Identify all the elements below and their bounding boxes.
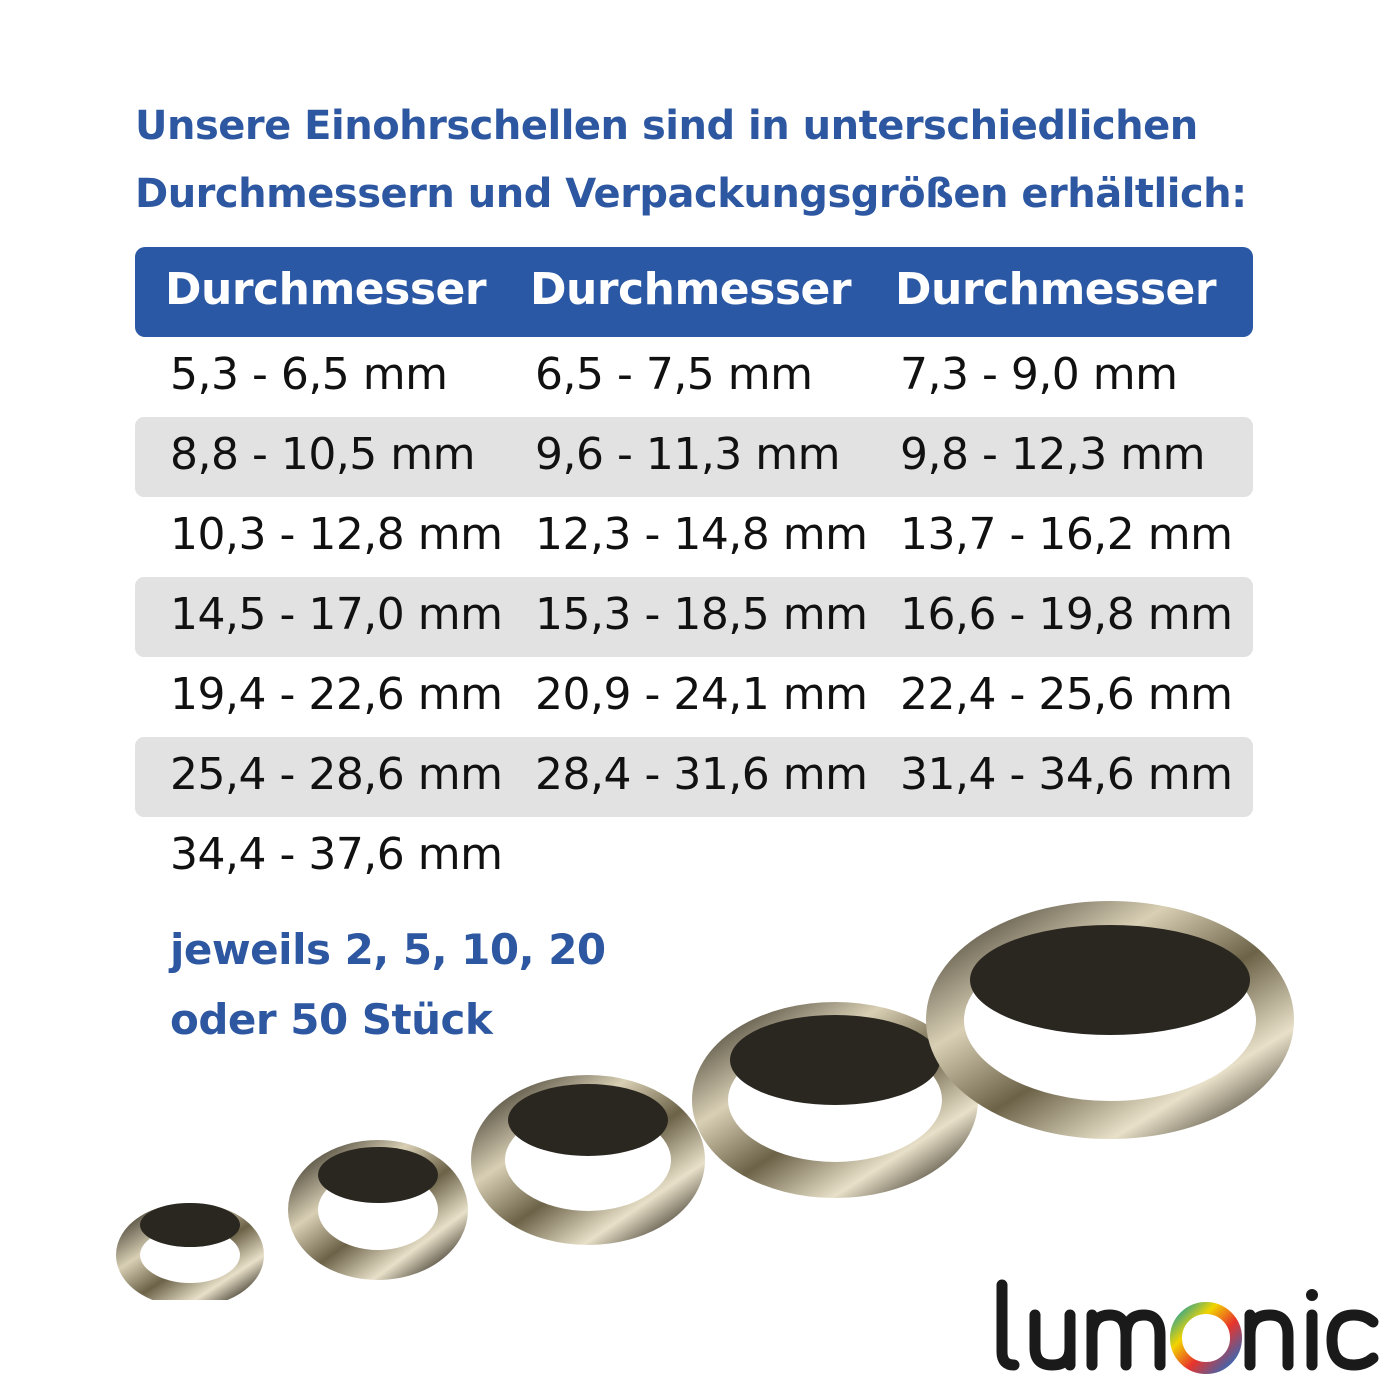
ear-clamp-rings-photo xyxy=(116,901,1294,1300)
column-header: Durchmesser xyxy=(530,264,852,315)
diameter-cell: 8,8 - 10,5 mm xyxy=(170,429,476,480)
ring-4 xyxy=(692,1002,978,1198)
diameter-cell: 25,4 - 28,6 mm xyxy=(170,749,503,800)
diameter-cell: 16,6 - 19,8 mm xyxy=(900,589,1233,640)
diameter-cell: 12,3 - 14,8 mm xyxy=(535,509,868,560)
diameter-cell: 20,9 - 24,1 mm xyxy=(535,669,868,720)
packaging-line-2: oder 50 Stück xyxy=(170,995,493,1044)
diameter-cell: 19,4 - 22,6 mm xyxy=(170,669,503,720)
diameter-cell: 9,8 - 12,3 mm xyxy=(900,429,1206,480)
column-header: Durchmesser xyxy=(895,264,1217,315)
diameter-cell: 15,3 - 18,5 mm xyxy=(535,589,868,640)
table-row: 25,4 - 28,6 mm 28,4 - 31,6 mm 31,4 - 34,6 … xyxy=(135,737,1253,817)
packaging-line-1: jeweils 2, 5, 10, 20 xyxy=(170,925,606,974)
diameter-cell: 5,3 - 6,5 mm xyxy=(170,349,448,400)
ring-2 xyxy=(288,1140,468,1280)
table-row: 10,3 - 12,8 mm 12,3 - 14,8 mm 13,7 - 16,2 … xyxy=(135,497,1253,577)
diameter-cell: 6,5 - 7,5 mm xyxy=(535,349,813,400)
ring-1 xyxy=(116,1203,264,1300)
diameter-cell: 7,3 - 9,0 mm xyxy=(900,349,1178,400)
table-row: 5,3 - 6,5 mm 6,5 - 7,5 mm 7,3 - 9,0 mm xyxy=(135,337,1253,417)
diameter-cell: 34,4 - 37,6 mm xyxy=(170,829,503,880)
diameter-cell: 14,5 - 17,0 mm xyxy=(170,589,503,640)
lumonic-logo xyxy=(996,1279,1379,1374)
table-row: 8,8 - 10,5 mm 9,6 - 11,3 mm 9,8 - 12,3 mm xyxy=(135,417,1253,497)
headline-line-2: Durchmessern und Verpackungsgrößen erhäl… xyxy=(135,171,1247,217)
diameter-cell: 13,7 - 16,2 mm xyxy=(900,509,1233,560)
headline: Unsere Einohrschellen sind in unterschie… xyxy=(135,92,1285,228)
table-row: 34,4 - 37,6 mm xyxy=(135,817,1253,897)
diameter-cell: 9,6 - 11,3 mm xyxy=(535,429,841,480)
diameter-cell: 22,4 - 25,6 mm xyxy=(900,669,1233,720)
column-header: Durchmesser xyxy=(165,264,487,315)
table-row: 14,5 - 17,0 mm 15,3 - 18,5 mm 16,6 - 19,8 … xyxy=(135,577,1253,657)
packaging-sizes: jeweils 2, 5, 10, 20 oder 50 Stück xyxy=(170,915,606,1055)
diameter-cell: 31,4 - 34,6 mm xyxy=(900,749,1233,800)
diameter-table: Durchmesser Durchmesser Durchmesser 5,3 … xyxy=(135,247,1253,897)
ring-5 xyxy=(926,901,1294,1139)
table-row: 19,4 - 22,6 mm 20,9 - 24,1 mm 22,4 - 25,6 … xyxy=(135,657,1253,737)
ring-3 xyxy=(471,1075,705,1245)
diameter-cell: 28,4 - 31,6 mm xyxy=(535,749,868,800)
headline-line-1: Unsere Einohrschellen sind in unterschie… xyxy=(135,103,1198,149)
diameter-cell: 10,3 - 12,8 mm xyxy=(170,509,503,560)
table-header: Durchmesser Durchmesser Durchmesser xyxy=(135,247,1253,337)
